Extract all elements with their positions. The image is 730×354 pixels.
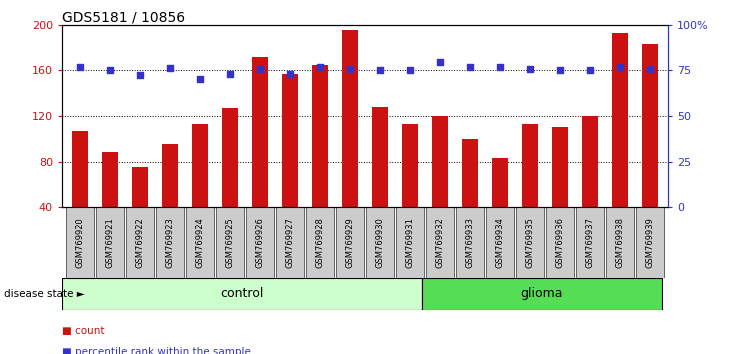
Point [434,59,446,65]
Bar [522,124,538,207]
Text: GSM769936: GSM769936 [556,217,564,268]
Text: disease state ►: disease state ► [4,289,85,299]
FancyBboxPatch shape [126,207,154,278]
Text: GSM769929: GSM769929 [345,217,355,268]
Text: control: control [220,287,264,300]
Bar [372,107,388,207]
FancyBboxPatch shape [306,207,334,278]
Bar [642,44,658,207]
Text: GSM769931: GSM769931 [405,217,415,268]
Text: GSM769920: GSM769920 [75,217,85,268]
Text: glioma: glioma [520,287,564,300]
Point [494,64,506,70]
FancyBboxPatch shape [426,207,454,278]
Point [254,67,266,72]
Text: GSM769923: GSM769923 [166,217,174,268]
FancyBboxPatch shape [516,207,544,278]
FancyBboxPatch shape [276,207,304,278]
Point [164,65,176,71]
FancyBboxPatch shape [62,278,422,310]
Bar [132,167,148,207]
Bar [552,127,568,207]
Text: GSM769927: GSM769927 [285,217,294,268]
FancyBboxPatch shape [546,207,574,278]
FancyBboxPatch shape [636,207,664,278]
Bar [162,144,178,207]
Text: GSM769921: GSM769921 [106,217,115,268]
Point [614,64,626,70]
Point [404,68,416,73]
FancyBboxPatch shape [336,207,364,278]
Text: GSM769928: GSM769928 [315,217,325,268]
FancyBboxPatch shape [216,207,244,278]
Text: ■ percentile rank within the sample: ■ percentile rank within the sample [62,347,251,354]
Text: GDS5181 / 10856: GDS5181 / 10856 [62,11,185,25]
FancyBboxPatch shape [156,207,184,278]
Point [554,68,566,73]
Text: GSM769922: GSM769922 [136,217,145,268]
Point [194,76,206,82]
FancyBboxPatch shape [486,207,514,278]
Text: GSM769933: GSM769933 [466,217,474,268]
Point [104,68,116,73]
Bar [492,158,508,207]
FancyBboxPatch shape [396,207,424,278]
Bar [101,152,118,207]
Text: GSM769932: GSM769932 [436,217,445,268]
Point [374,68,386,73]
Text: GSM769934: GSM769934 [496,217,504,268]
Bar [342,30,358,207]
Point [344,67,356,72]
Bar [222,108,238,207]
Bar [312,65,328,207]
FancyBboxPatch shape [186,207,214,278]
FancyBboxPatch shape [456,207,484,278]
Point [224,71,236,76]
FancyBboxPatch shape [246,207,274,278]
FancyBboxPatch shape [606,207,634,278]
Bar [192,124,208,207]
FancyBboxPatch shape [366,207,394,278]
Bar [612,33,629,207]
Point [314,64,326,70]
Text: GSM769937: GSM769937 [585,217,594,268]
Bar [402,124,418,207]
Text: GSM769926: GSM769926 [255,217,264,268]
FancyBboxPatch shape [576,207,604,278]
Text: GSM769930: GSM769930 [375,217,385,268]
FancyBboxPatch shape [66,207,94,278]
FancyBboxPatch shape [422,278,662,310]
Point [524,67,536,72]
Bar [252,57,268,207]
Text: GSM769939: GSM769939 [645,217,655,268]
FancyBboxPatch shape [96,207,124,278]
Bar [282,74,299,207]
Point [644,67,656,72]
Point [284,71,296,76]
Point [74,64,86,70]
Point [134,72,146,78]
Bar [431,116,448,207]
Bar [582,116,598,207]
Text: GSM769924: GSM769924 [196,217,204,268]
Text: GSM769935: GSM769935 [526,217,534,268]
Bar [72,131,88,207]
Point [584,68,596,73]
Point [464,64,476,70]
Text: GSM769925: GSM769925 [226,217,234,268]
Bar [462,139,478,207]
Text: GSM769938: GSM769938 [615,217,624,268]
Text: ■ count: ■ count [62,326,104,336]
